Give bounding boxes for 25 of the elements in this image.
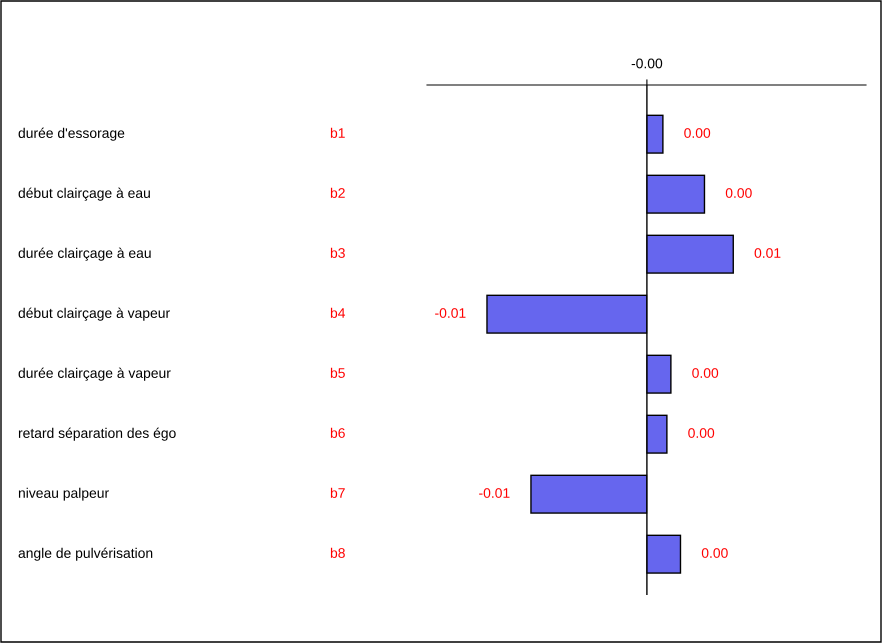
y-tick-label: début clairçage à eau — [18, 188, 150, 201]
text: -0.00 — [632, 58, 662, 68]
y-tick-label: début clairçage à vapeur — [18, 308, 170, 321]
data-label: 0.00 — [684, 128, 710, 138]
y2-tick-label: b4 — [330, 308, 346, 318]
y-tick-label: niveau palpeur — [18, 488, 109, 501]
data-label: -0.01 — [479, 488, 510, 498]
y2-tick-label: b5 — [330, 368, 345, 378]
y2-tick-label: b7 — [330, 488, 345, 498]
y-tick-label: durée clairçage à eau — [18, 248, 151, 261]
data-label: 0.01 — [754, 248, 780, 258]
data-label: 0.00 — [688, 428, 714, 438]
y2-tick-label: b2 — [330, 188, 345, 198]
data-label: -0.01 — [435, 308, 466, 318]
y-tick-label: angle de pulvérisation — [18, 548, 152, 561]
y-tick-label: durée d'essorage — [18, 128, 124, 141]
y2-tick-label: b1 — [330, 128, 345, 138]
y-tick-label: durée clairçage à vapeur — [18, 368, 171, 381]
data-label: 0.00 — [726, 188, 752, 198]
y2-tick-label: b6 — [330, 428, 345, 438]
data-label: 0.00 — [702, 548, 728, 558]
y-tick-label: retard séparation des égo — [18, 428, 176, 441]
data-label: 0.00 — [692, 368, 718, 378]
y2-tick-label: b3 — [330, 248, 345, 258]
y2-tick-label: b8 — [330, 548, 345, 558]
